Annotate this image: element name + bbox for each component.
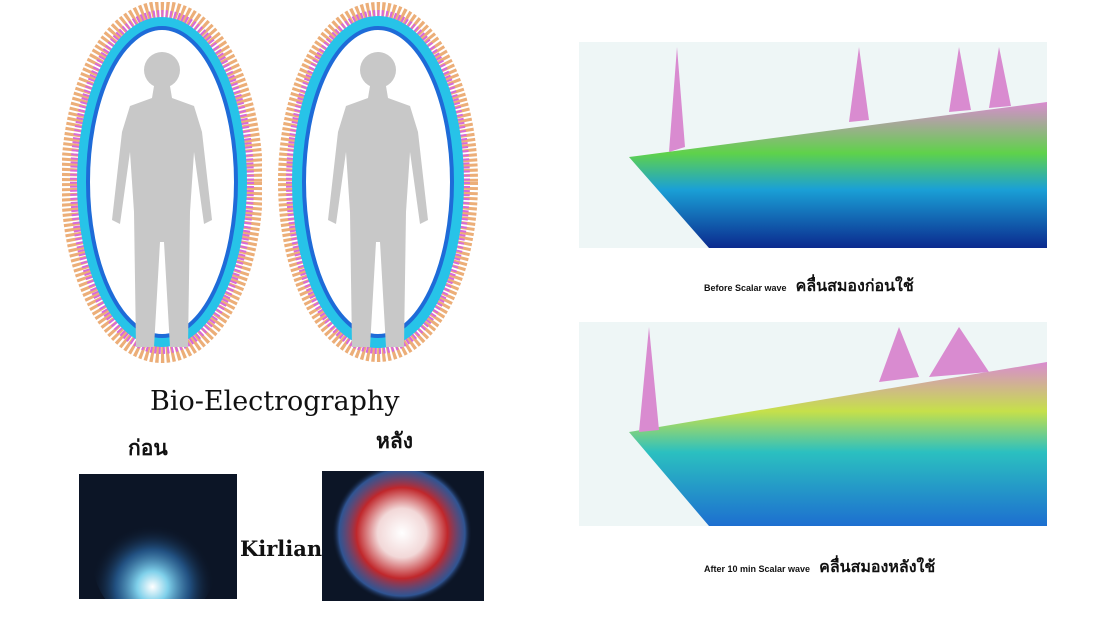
kirlian-photo-after [322,471,484,601]
kirlian-glow-icon [79,474,237,599]
wave-surface-icon [629,47,1047,248]
body-silhouette-icon [328,52,428,347]
wave-caption-after-en: After 10 min Scalar wave [704,564,811,574]
kirlian-label: Kirlian [240,536,323,561]
wave-caption-after-th: คลื่นสมองหลังใช้ [819,557,936,576]
aura-figure-after [278,2,478,362]
wave-caption-before: Before Scalar wave คลื่นสมองก่อนใช้ [704,274,914,299]
wave-surface-icon [629,327,1047,526]
before-label: ก่อน [128,436,168,460]
wave-caption-after: After 10 min Scalar wave คลื่นสมองหลังใช… [704,555,935,580]
after-label: หลัง [376,429,413,453]
wave-caption-before-th: คลื่นสมองก่อนใช้ [795,276,914,295]
aura-figure-before [62,2,262,363]
bio-electrography-heading: Bio-Electrography [150,386,400,417]
wave-plot-before [579,42,1047,248]
wave-plot-after [579,322,1047,526]
wave-caption-before-en: Before Scalar wave [704,283,787,293]
kirlian-glow-icon [322,471,484,601]
body-silhouette-icon [112,52,212,347]
kirlian-photo-before [79,474,237,599]
